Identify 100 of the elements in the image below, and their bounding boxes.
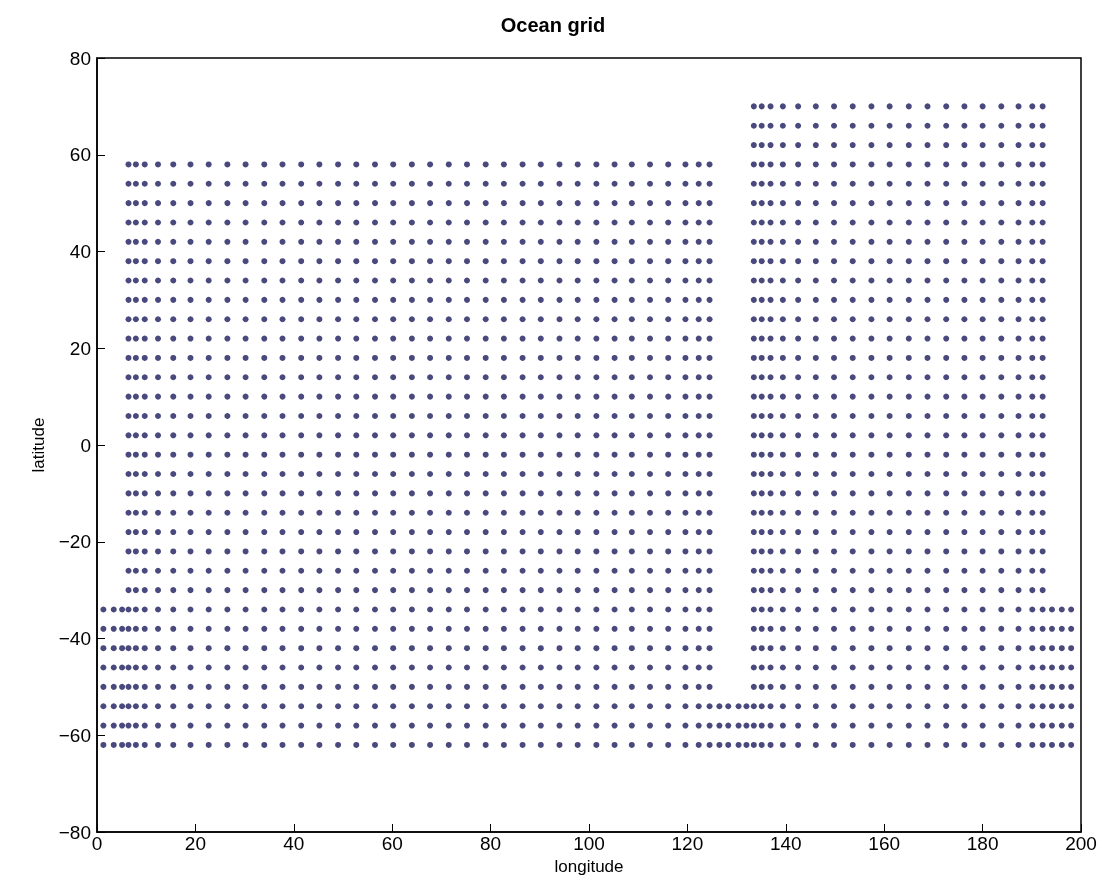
point	[482, 529, 489, 536]
point	[611, 219, 618, 226]
point	[1039, 142, 1046, 149]
point	[155, 451, 162, 458]
point	[1015, 548, 1022, 555]
point	[831, 335, 838, 342]
point	[463, 354, 470, 361]
point	[849, 412, 856, 419]
point	[298, 490, 305, 497]
point	[205, 529, 212, 536]
point	[979, 393, 986, 400]
point	[886, 238, 893, 245]
point	[961, 200, 968, 207]
x-tick-label: 200	[1065, 833, 1097, 854]
point	[408, 567, 415, 574]
point	[998, 625, 1005, 632]
point	[593, 219, 600, 226]
point	[868, 316, 875, 323]
point	[335, 432, 342, 439]
point	[611, 645, 618, 652]
point	[132, 606, 139, 613]
point	[961, 683, 968, 690]
point	[905, 606, 912, 613]
point	[611, 258, 618, 265]
y-tick-label: 40	[69, 241, 91, 262]
point	[1039, 471, 1046, 478]
point	[665, 567, 672, 574]
point	[224, 548, 231, 555]
point	[750, 451, 757, 458]
point	[261, 180, 268, 187]
point	[279, 683, 286, 690]
point	[886, 567, 893, 574]
point	[961, 664, 968, 671]
point	[886, 490, 893, 497]
y-tick-label: 0	[80, 434, 91, 456]
point	[187, 316, 194, 323]
point	[868, 258, 875, 265]
point	[537, 548, 544, 555]
point	[611, 412, 618, 419]
point	[390, 490, 397, 497]
point	[445, 432, 452, 439]
point	[556, 374, 563, 381]
point	[242, 316, 249, 323]
point	[647, 374, 654, 381]
point	[574, 548, 581, 555]
point	[537, 354, 544, 361]
point	[408, 161, 415, 168]
point	[556, 354, 563, 361]
point	[155, 625, 162, 632]
point	[427, 587, 434, 594]
point	[868, 103, 875, 110]
point	[695, 490, 702, 497]
point	[849, 161, 856, 168]
point	[155, 354, 162, 361]
point	[556, 509, 563, 516]
point	[335, 354, 342, 361]
point	[682, 625, 689, 632]
point	[125, 238, 132, 245]
point	[224, 219, 231, 226]
point	[779, 664, 786, 671]
point	[767, 219, 774, 226]
point	[261, 490, 268, 497]
point	[125, 296, 132, 303]
y-tick-label: 60	[69, 144, 91, 166]
point	[750, 122, 757, 129]
point	[519, 432, 526, 439]
point	[316, 277, 323, 284]
point	[812, 316, 819, 323]
point	[979, 354, 986, 361]
point	[750, 664, 757, 671]
point	[463, 432, 470, 439]
point	[961, 606, 968, 613]
point	[353, 258, 360, 265]
point	[279, 412, 286, 419]
y-tick-label: 20	[69, 337, 91, 359]
point	[943, 180, 950, 187]
point	[187, 645, 194, 652]
point	[224, 606, 231, 613]
point	[556, 200, 563, 207]
point	[1015, 161, 1022, 168]
point	[445, 548, 452, 555]
point	[279, 625, 286, 632]
point	[371, 393, 378, 400]
point	[695, 471, 702, 478]
point	[500, 354, 507, 361]
point	[261, 200, 268, 207]
point	[905, 645, 912, 652]
point	[812, 529, 819, 536]
point	[943, 471, 950, 478]
point	[758, 393, 765, 400]
point	[979, 200, 986, 207]
point	[924, 567, 931, 574]
point	[831, 625, 838, 632]
point	[261, 316, 268, 323]
point	[795, 335, 802, 342]
point	[758, 587, 765, 594]
point	[647, 587, 654, 594]
point	[998, 238, 1005, 245]
point	[242, 587, 249, 594]
point	[463, 548, 470, 555]
